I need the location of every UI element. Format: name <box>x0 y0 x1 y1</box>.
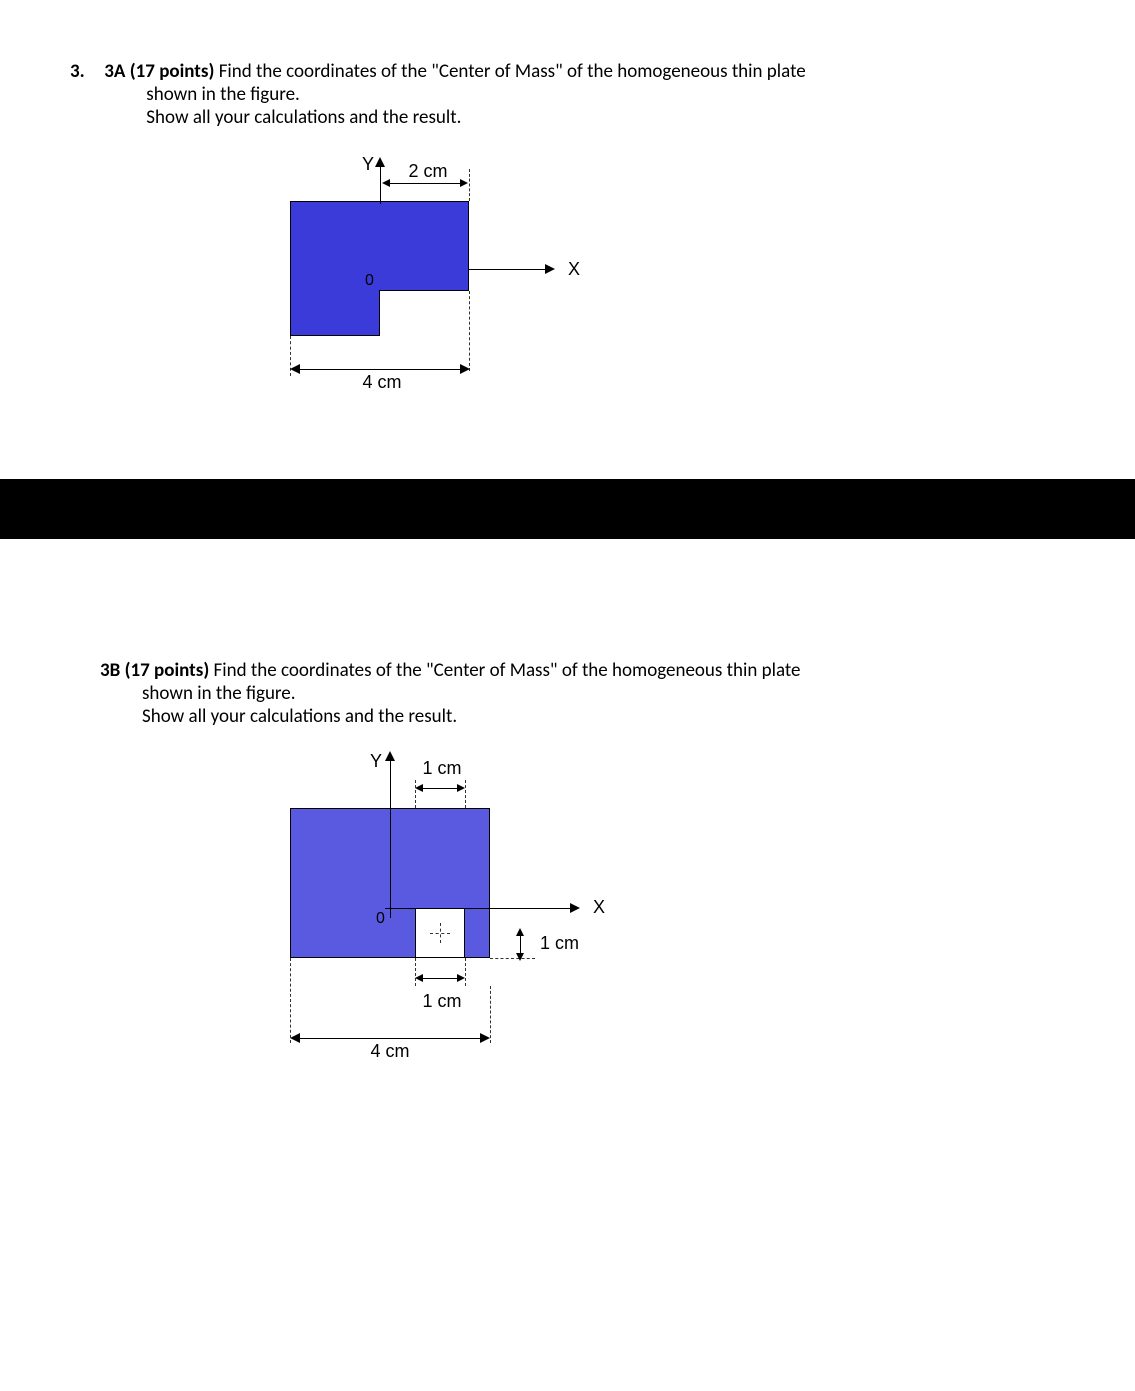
q3b-line3: Show all your calculations and the resul… <box>100 705 457 728</box>
dim4-guide-r <box>490 986 491 1043</box>
q3a-label: 3A (17 points) <box>104 60 214 83</box>
diagram-3b: Y X 0 1 cm 1 cm 1 cm 4 cm <box>290 748 690 1078</box>
question-3a: 3. 3A (17 points) Find the coordinates o… <box>70 60 1065 129</box>
dim1-bot-guide-r <box>465 958 466 986</box>
dim-2cm-line <box>385 183 465 184</box>
dim-4cm-arrow-r <box>460 364 470 374</box>
q3a-line3: Show all your calculations and the resul… <box>104 106 461 129</box>
plate-left-block <box>290 201 380 336</box>
y-axis-label: Y <box>362 154 374 175</box>
dim4-label: 4 cm <box>365 1041 415 1062</box>
dim-2cm-guide <box>469 169 470 201</box>
dim1-top-label: 1 cm <box>417 758 467 779</box>
q3b-label: 3B (17 points) <box>100 659 209 682</box>
dim-2cm-arrow-l <box>382 179 390 187</box>
origin-label-3a: 0 <box>365 272 374 290</box>
dim1-right-arr-u <box>516 928 524 936</box>
question-3b: 3B (17 points) Find the coordinates of t… <box>70 659 1065 728</box>
separator-band <box>0 479 1135 539</box>
y-axis-label-3b: Y <box>370 751 382 772</box>
guide-right-vert <box>469 291 470 371</box>
dim-4cm-label: 4 cm <box>357 372 407 393</box>
x-axis-3b <box>385 908 575 909</box>
dim4-guide-l <box>290 958 291 1043</box>
dim1-bot-arr-r <box>457 974 465 982</box>
dim4-arr-l <box>290 1033 300 1043</box>
dim-4cm-line <box>295 369 465 370</box>
plate-right-block <box>379 201 469 291</box>
origin-label-3b: 0 <box>376 910 385 928</box>
dim1-right-guide-b <box>490 958 535 959</box>
dim1-bot-line <box>418 978 462 979</box>
dim1-top-line <box>418 788 462 789</box>
y-axis-arrow-3b <box>385 751 395 761</box>
q3a-number: 3. <box>70 60 100 83</box>
q3a-line2: shown in the figure. <box>104 83 300 106</box>
x-axis-arrow <box>545 264 555 274</box>
x-axis <box>469 269 549 270</box>
dim1-right-arr-d <box>516 953 524 961</box>
q3b-line2: shown in the figure. <box>100 682 296 705</box>
q3b-line1: Find the coordinates of the "Center of M… <box>209 659 800 682</box>
q3a-line1: Find the coordinates of the "Center of M… <box>214 60 805 83</box>
x-axis-label-3b: X <box>593 897 605 918</box>
dim-2cm-arrow-r <box>460 179 468 187</box>
dim1-bot-arr-l <box>415 974 423 982</box>
q3b-body: 3B (17 points) Find the coordinates of t… <box>100 659 1030 728</box>
dim1-right-label: 1 cm <box>540 933 590 954</box>
dim-4cm-arrow-l <box>290 364 300 374</box>
x-axis-arrow-3b <box>570 903 580 913</box>
dim1-bottom-label: 1 cm <box>417 991 467 1012</box>
diagram-3a: Y X 0 2 cm 4 cm <box>290 159 690 439</box>
dim4-arr-r <box>480 1033 490 1043</box>
dim4-line <box>295 1038 485 1039</box>
dim1-top-arr-l <box>415 784 423 792</box>
dim-2cm-label: 2 cm <box>403 161 453 182</box>
dim1-top-arr-r <box>457 784 465 792</box>
dim1-top-guide-r <box>465 780 466 808</box>
x-axis-label: X <box>568 259 580 280</box>
q3a-body: 3A (17 points) Find the coordinates of t… <box>104 60 1004 129</box>
y-axis-arrow <box>375 157 385 167</box>
y-axis-3b <box>390 753 391 918</box>
hole-cross-v <box>440 923 441 943</box>
